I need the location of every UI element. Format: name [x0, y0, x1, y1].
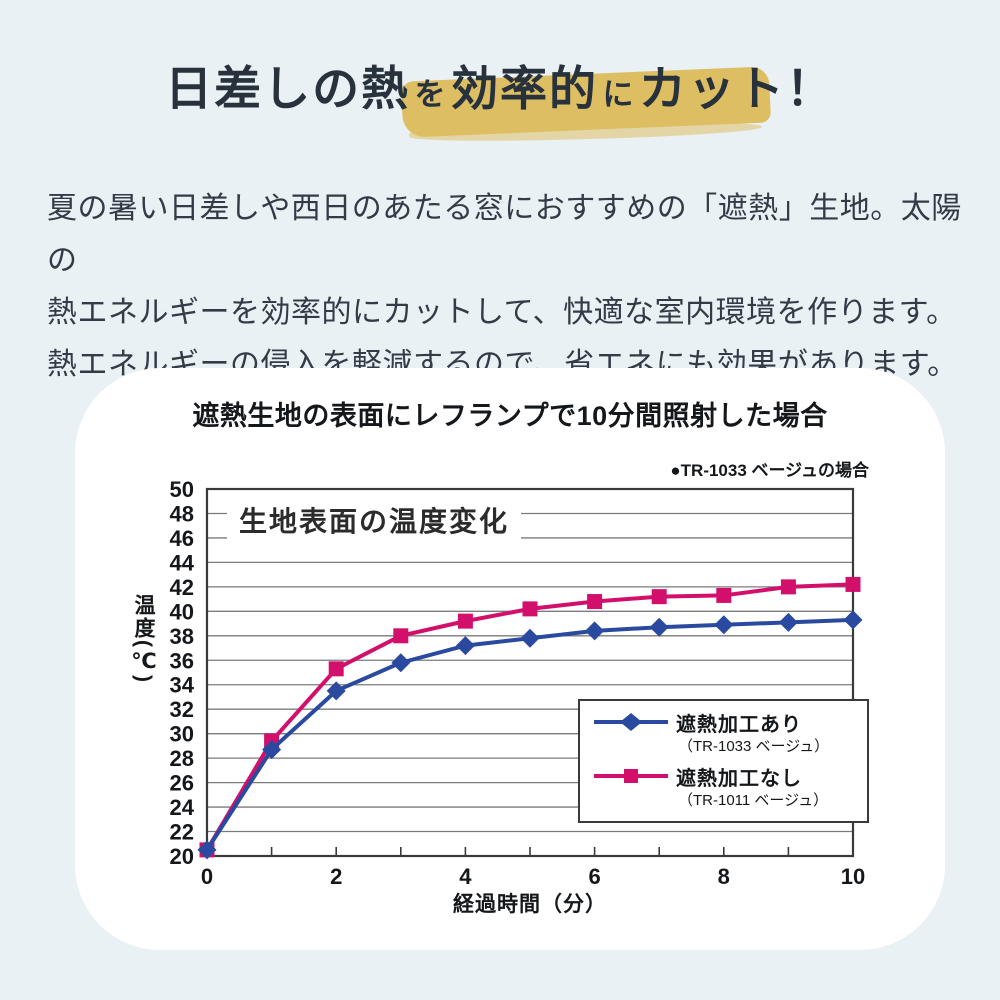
x-tick-label: 10	[841, 864, 865, 889]
legend-row: 遮熱加工なし	[594, 762, 867, 790]
y-tick-label: 30	[170, 722, 194, 747]
title-segment: に	[602, 77, 635, 112]
description-paragraph: 夏の暑い日差しや西日のあたる窓におすすめの「遮熱」生地。太陽の 熱エネルギーを効…	[47, 183, 967, 391]
marker-square	[587, 594, 603, 610]
legend-series-name: 遮熱加工あり	[676, 713, 802, 736]
marker-diamond	[778, 612, 798, 632]
marker-diamond	[391, 653, 411, 673]
marker-diamond	[197, 840, 217, 860]
headline-section: 日差しの熱 を 効率的 に カット！	[0, 50, 1000, 138]
legend-item: 遮熱加工なし （TR-1011 ベージュ）	[594, 762, 867, 814]
y-tick-label: 38	[170, 624, 194, 649]
y-tick-label: 44	[170, 550, 195, 575]
chart-card: 遮熱生地の表面にレフランプで10分間照射した場合 ●TR-1033 ベージュの場…	[75, 368, 945, 950]
y-tick-label: 42	[170, 575, 194, 600]
marker-diamond	[714, 615, 734, 635]
marker-diamond	[649, 617, 669, 637]
marker-diamond	[520, 628, 540, 648]
marker-diamond	[262, 740, 282, 760]
legend-series-sublabel: （TR-1033 ベージュ）	[678, 738, 830, 755]
square-marker-icon	[594, 766, 668, 786]
chart-card-title: 遮熱生地の表面にレフランプで10分間照射した場合	[192, 401, 828, 431]
y-axis-label: 温度(℃)	[132, 594, 155, 684]
legend-series-name: 遮熱加工なし	[676, 767, 802, 790]
y-tick-label: 34	[170, 673, 195, 698]
x-tick-label: 8	[718, 864, 730, 889]
diamond-marker-icon	[594, 712, 668, 732]
paragraph-line: 熱エネルギーを効率的にカットして、快適な室内環境を作ります。	[47, 296, 957, 329]
x-tick-label: 4	[459, 864, 472, 889]
x-tick-label: 6	[588, 864, 600, 889]
y-tick-label: 28	[170, 746, 194, 771]
legend-item: 遮熱加工あり （TR-1033 ベージュ）	[594, 708, 867, 760]
title-segment: 日差しの熱	[165, 62, 411, 115]
plot-inner-title: 生地表面の温度変化	[227, 498, 522, 544]
y-tick-label: 46	[170, 526, 194, 551]
legend-row: 遮熱加工あり	[594, 708, 867, 736]
title-segment: を	[414, 77, 447, 112]
marker-square	[651, 589, 667, 605]
y-tick-label: 26	[170, 771, 194, 796]
marker-square	[780, 579, 796, 595]
x-tick-label: 0	[201, 864, 213, 889]
y-tick-label: 24	[170, 795, 195, 820]
paragraph-line: 夏の暑い日差しや西日のあたる窓におすすめの「遮熱」生地。太陽の	[47, 192, 962, 277]
y-tick-label: 48	[170, 501, 194, 526]
x-axis-label: 経過時間（分）	[453, 893, 607, 916]
title-segment: 効率的	[451, 62, 598, 115]
marker-square	[845, 576, 861, 592]
marker-diamond	[455, 636, 475, 656]
marker-square	[716, 587, 732, 603]
y-tick-label: 36	[170, 648, 194, 673]
marker-square	[328, 661, 344, 677]
y-tick-label: 32	[170, 697, 194, 722]
marker-diamond	[326, 681, 346, 701]
chart-note: ●TR-1033 ベージュの場合	[670, 461, 869, 480]
y-tick-label: 20	[170, 844, 194, 869]
title-segment: カット！	[638, 62, 835, 115]
marker-diamond	[843, 610, 863, 630]
x-tick-label: 2	[330, 864, 342, 889]
y-tick-label: 50	[170, 477, 194, 502]
y-tick-label: 40	[170, 599, 194, 624]
page-title: 日差しの熱 を 効率的 に カット！	[165, 50, 835, 138]
marker-diamond	[585, 621, 605, 641]
chart-legend: 遮熱加工あり （TR-1033 ベージュ） 遮熱加工なし （TR-1011 ベージュ…	[578, 699, 869, 823]
legend-series-sublabel: （TR-1011 ベージュ）	[678, 792, 829, 809]
y-tick-label: 22	[170, 820, 194, 845]
marker-square	[457, 613, 473, 629]
marker-square	[522, 601, 538, 617]
marker-square	[393, 628, 409, 644]
